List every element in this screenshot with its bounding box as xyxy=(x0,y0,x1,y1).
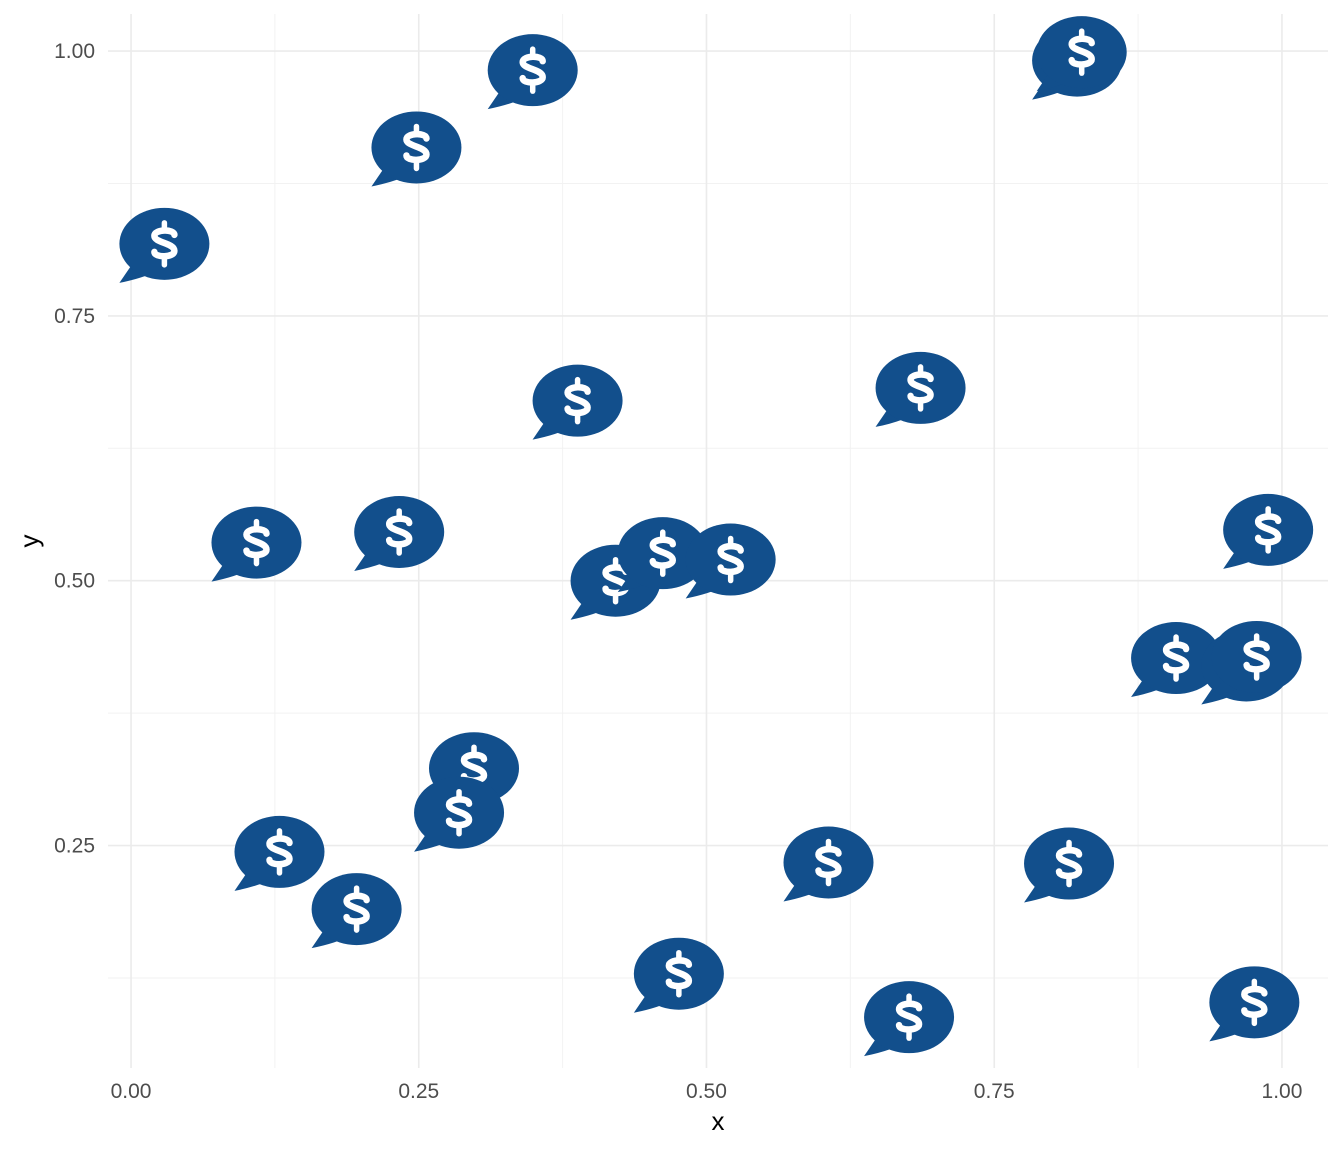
y-tick-label: 1.00 xyxy=(54,40,95,63)
comment-dollar-icon xyxy=(1209,966,1299,1041)
comment-dollar-icon xyxy=(783,826,873,901)
x-tick-label: 0.50 xyxy=(686,1080,727,1103)
x-axis-title: x xyxy=(712,1106,725,1136)
comment-dollar-icon xyxy=(1024,828,1114,903)
x-tick-label: 0.75 xyxy=(974,1080,1015,1103)
comment-dollar-icon xyxy=(634,938,724,1013)
comment-dollar-icon xyxy=(876,352,966,427)
x-tick-label: 1.00 xyxy=(1262,1080,1303,1103)
comment-dollar-icon xyxy=(1223,494,1313,569)
comment-dollar-icon xyxy=(371,111,461,186)
y-axis-title: y xyxy=(14,535,44,548)
x-tick-label: 0.25 xyxy=(398,1080,439,1103)
comment-dollar-icon xyxy=(864,981,954,1056)
comment-dollar-icon xyxy=(119,208,209,283)
comment-dollar-icon xyxy=(686,524,776,599)
y-tick-label: 0.25 xyxy=(54,835,95,858)
y-axis-tick-labels: 0.25 0.50 0.75 1.00 xyxy=(54,40,95,857)
comment-dollar-icon xyxy=(211,507,301,582)
comment-dollar-icon xyxy=(533,365,623,440)
comment-dollar-icon xyxy=(312,873,402,948)
x-tick-label: 0.00 xyxy=(111,1080,152,1103)
comment-dollar-icon xyxy=(354,496,444,571)
comment-dollar-icon xyxy=(1212,621,1302,696)
x-axis-tick-labels: 0.00 0.25 0.50 0.75 1.00 xyxy=(111,1080,1303,1103)
comment-dollar-icon xyxy=(414,777,504,852)
comment-dollar-icon xyxy=(234,816,324,891)
data-points xyxy=(119,16,1313,1056)
y-tick-label: 0.75 xyxy=(54,305,95,328)
y-tick-label: 0.50 xyxy=(54,570,95,593)
comment-dollar-icon xyxy=(488,34,578,109)
